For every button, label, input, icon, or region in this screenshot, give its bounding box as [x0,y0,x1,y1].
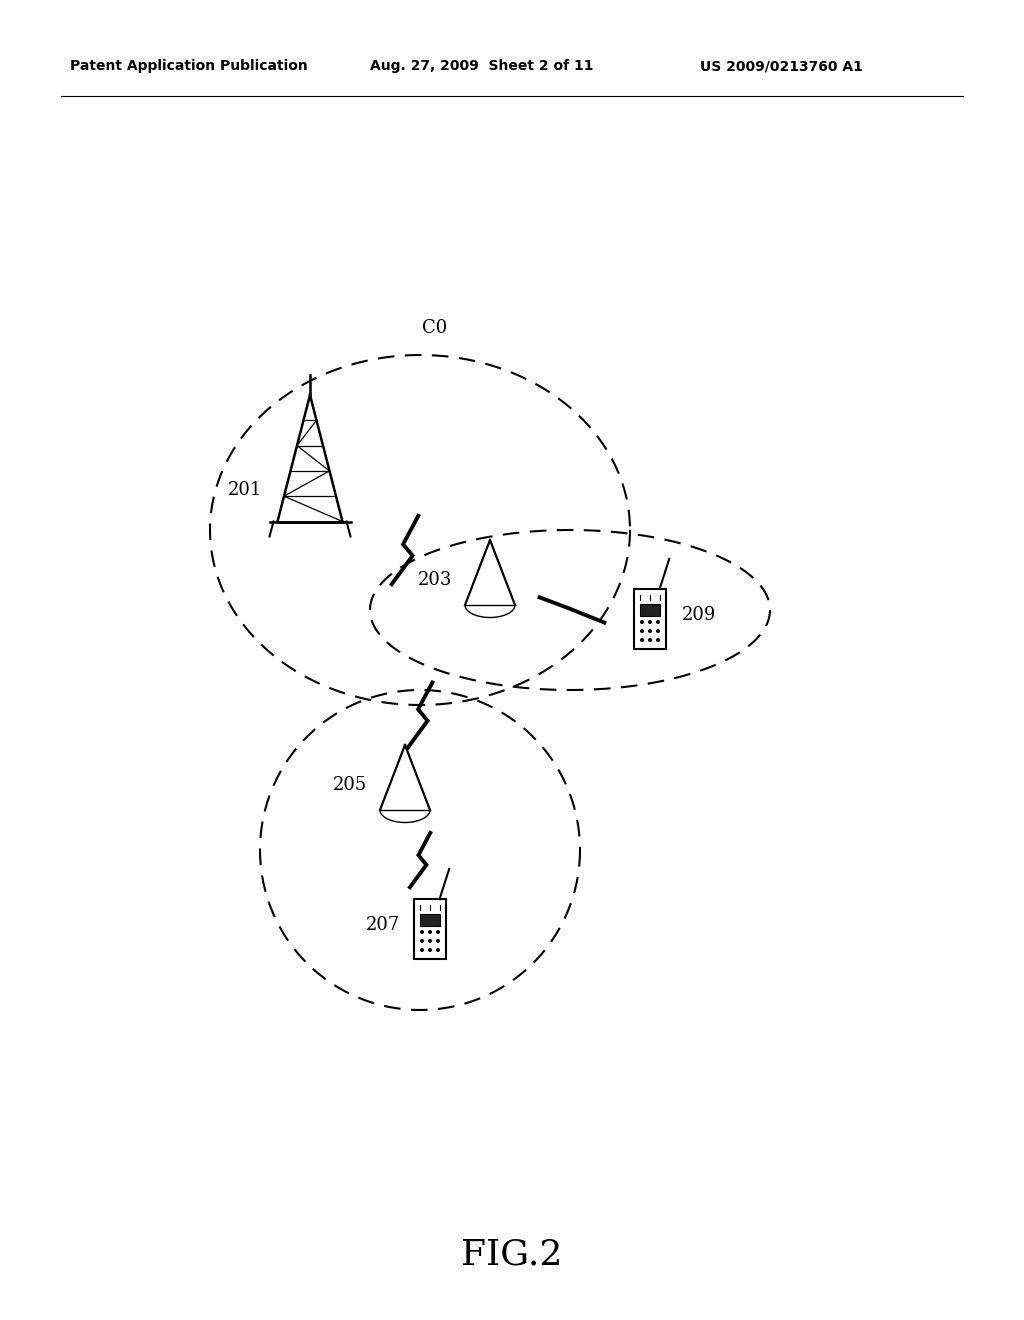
FancyBboxPatch shape [414,899,446,960]
Text: FIG.2: FIG.2 [462,1238,562,1271]
Text: 203: 203 [418,572,452,589]
FancyBboxPatch shape [634,589,666,649]
Circle shape [656,630,660,634]
Circle shape [640,630,644,634]
Polygon shape [465,540,515,605]
Polygon shape [380,744,430,810]
Text: C0: C0 [422,319,447,337]
Circle shape [428,931,432,935]
Circle shape [428,948,432,952]
Circle shape [420,939,424,942]
Circle shape [436,948,440,952]
Circle shape [648,638,652,642]
Circle shape [656,620,660,624]
Text: US 2009/0213760 A1: US 2009/0213760 A1 [700,59,863,73]
Circle shape [436,939,440,942]
Bar [421,913,439,927]
Circle shape [640,638,644,642]
Circle shape [648,620,652,624]
Text: 209: 209 [682,606,717,624]
Circle shape [428,939,432,942]
Circle shape [436,931,440,935]
Text: Aug. 27, 2009  Sheet 2 of 11: Aug. 27, 2009 Sheet 2 of 11 [370,59,594,73]
Circle shape [640,620,644,624]
Bar [640,605,659,616]
Text: Patent Application Publication: Patent Application Publication [70,59,308,73]
Text: 201: 201 [227,480,262,499]
Text: 205: 205 [333,776,367,795]
Circle shape [656,638,660,642]
Circle shape [420,931,424,935]
Circle shape [648,630,652,634]
Text: 207: 207 [366,916,400,935]
Circle shape [420,948,424,952]
